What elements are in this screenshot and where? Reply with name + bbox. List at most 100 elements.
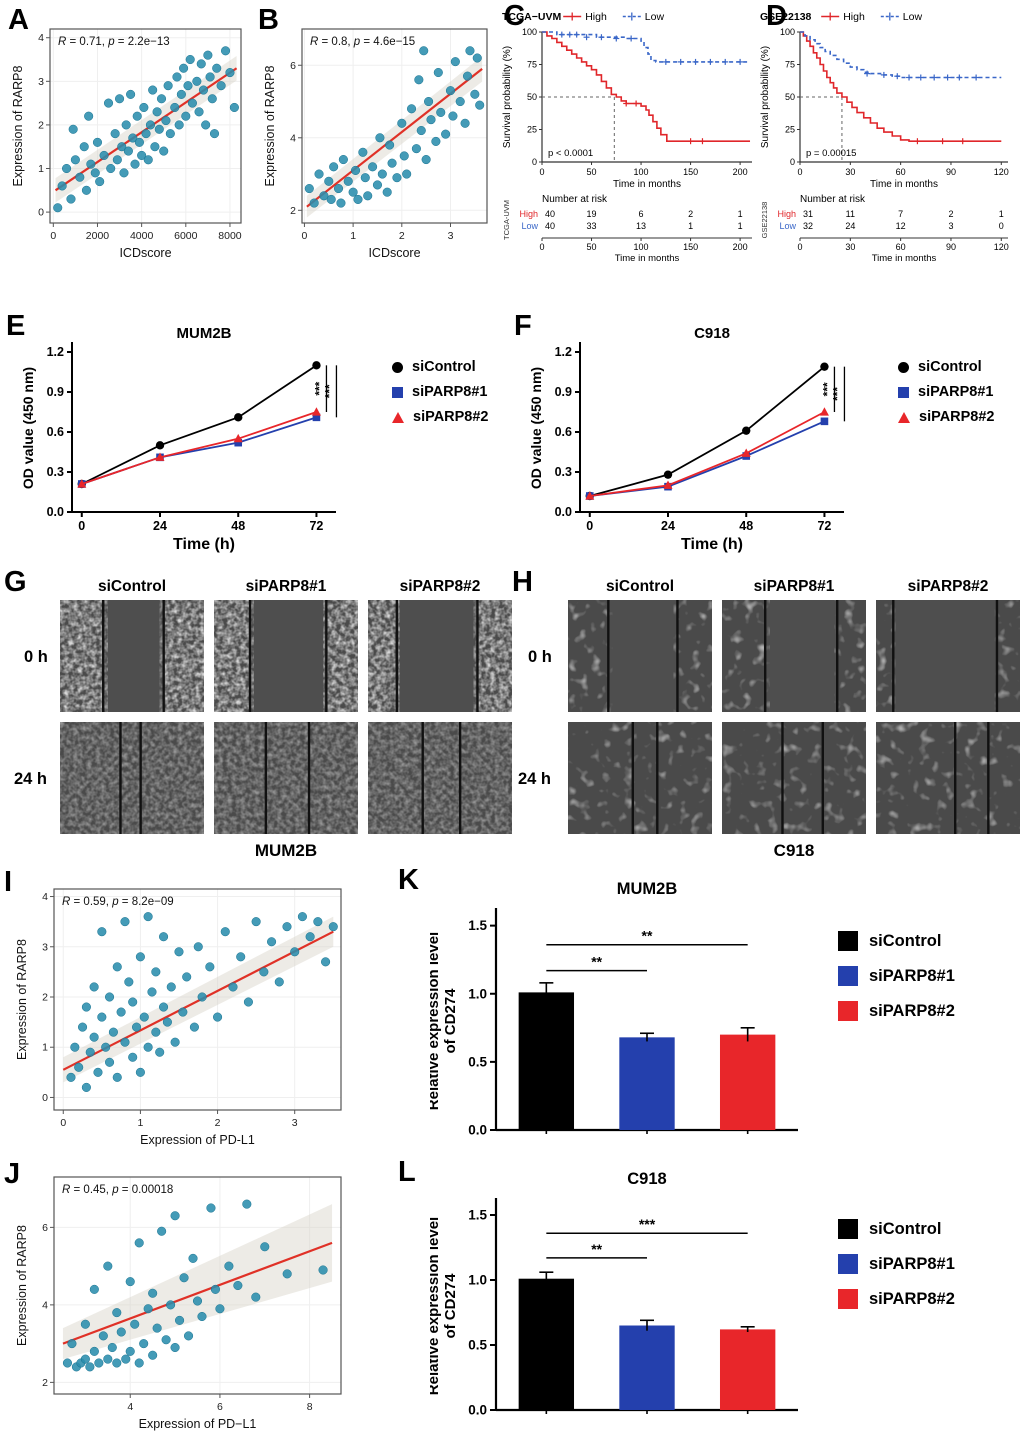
svg-text:11: 11 [846, 209, 855, 219]
legend-label: siPARP8#2 [869, 1289, 955, 1308]
svg-text:2: 2 [42, 1377, 48, 1389]
svg-text:R = 0.45, p = 0.00018: R = 0.45, p = 0.00018 [62, 1184, 173, 1196]
panel-label-l: L [398, 1156, 416, 1188]
svg-text:Time in months: Time in months [613, 179, 681, 190]
svg-text:0.6: 0.6 [555, 425, 572, 439]
svg-text:0: 0 [78, 519, 85, 533]
svg-text:0: 0 [42, 1092, 48, 1104]
svg-text:2: 2 [215, 1117, 221, 1129]
svg-text:4: 4 [42, 891, 48, 903]
triangle-marker-icon [392, 411, 404, 423]
svg-text:TCGA−UVM: TCGA−UVM [502, 11, 561, 23]
svg-text:0: 0 [50, 230, 56, 242]
svg-text:Survival probability (%): Survival probability (%) [760, 46, 771, 148]
svg-text:50: 50 [527, 92, 537, 102]
svg-text:Time in months: Time in months [615, 253, 680, 264]
svg-text:OD value (450 nm): OD value (450 nm) [528, 367, 544, 489]
svg-text:50: 50 [587, 242, 597, 252]
svg-text:72: 72 [817, 519, 831, 533]
svg-text:6000: 6000 [174, 230, 198, 242]
svg-text:200: 200 [733, 242, 748, 252]
legend-item: siPARP8#1 [392, 384, 518, 400]
legend-label: siPARP8#1 [412, 384, 488, 400]
svg-text:***: *** [830, 387, 844, 401]
svg-text:24: 24 [845, 221, 855, 231]
svg-text:2: 2 [948, 209, 953, 219]
svg-text:4: 4 [127, 1401, 133, 1413]
microscopy-image [568, 600, 712, 712]
svg-text:4: 4 [290, 132, 296, 144]
svg-text:Relative expression levelof CD: Relative expression levelof CD274 [430, 1217, 459, 1395]
svg-text:Relative expression levelof CD: Relative expression levelof CD274 [430, 932, 459, 1110]
svg-text:3: 3 [42, 941, 48, 953]
column-header-sicontrol: siControl [605, 578, 675, 595]
svg-text:0.0: 0.0 [468, 1123, 487, 1138]
svg-text:31: 31 [803, 209, 813, 219]
legend-item: siPARP8#1 [838, 966, 1008, 986]
svg-text:R = 0.71, p = 2.2e−13: R = 0.71, p = 2.2e−13 [58, 36, 170, 48]
legend-label: siControl [412, 359, 476, 375]
column-header-siparp8-1: siPARP8#1 [753, 578, 835, 595]
svg-text:1: 1 [738, 209, 743, 219]
svg-text:C918: C918 [694, 326, 730, 342]
scatter-plot-pdl1-rarp8-gse: 4 6 8 2 4 6 Expression of PD−L1 Expression of R… [14, 1168, 350, 1436]
svg-text:2: 2 [290, 205, 296, 217]
svg-text:***: *** [322, 384, 336, 398]
svg-text:0.5: 0.5 [468, 1054, 487, 1069]
svg-text:Time (h): Time (h) [173, 536, 235, 553]
svg-text:Low: Low [903, 11, 923, 23]
scatter-plot-icdscore-rarp8-gse: 0 1 2 3 2 4 6 ICDscore Expression of RARP8 R = 0.… [262, 20, 496, 265]
square-marker-icon [838, 966, 858, 986]
square-marker-icon [838, 1289, 858, 1309]
row-label-24h: 24 h [518, 770, 552, 788]
svg-text:0.6: 0.6 [47, 425, 64, 439]
legend-item: siPARP8#2 [392, 409, 518, 425]
panel-label-e: E [6, 310, 26, 342]
svg-text:1: 1 [738, 221, 743, 231]
svg-text:4: 4 [42, 1299, 48, 1311]
svg-text:1: 1 [38, 163, 44, 175]
svg-text:1.2: 1.2 [555, 345, 572, 359]
svg-text:50: 50 [587, 167, 597, 177]
square-marker-icon [392, 386, 403, 398]
svg-text:75: 75 [785, 60, 795, 70]
svg-text:40: 40 [545, 209, 555, 219]
svg-text:Low: Low [645, 11, 665, 23]
svg-text:Time in months: Time in months [872, 253, 937, 264]
svg-text:Number at risk: Number at risk [800, 194, 866, 205]
svg-text:Number at risk: Number at risk [542, 194, 608, 205]
microscopy-image [60, 600, 204, 712]
microscopy-image [214, 722, 358, 834]
svg-text:Low: Low [779, 221, 796, 231]
column-header-siparp8-1: siPARP8#1 [245, 578, 327, 595]
microscopy-image [214, 600, 358, 712]
km-curve-gse22138: GSE22138 High Low 0 25 50 75 100 0 30 60 90 120 Time … [758, 6, 1018, 272]
legend-item: siPARP8#2 [838, 1001, 1008, 1021]
svg-text:6: 6 [639, 209, 644, 219]
svg-text:0.9: 0.9 [555, 385, 572, 399]
legend-label: siControl [918, 359, 982, 375]
svg-text:8000: 8000 [218, 230, 242, 242]
svg-text:2: 2 [399, 230, 405, 242]
microscopy-image [568, 722, 712, 834]
svg-text:1: 1 [999, 209, 1004, 219]
svg-text:0.5: 0.5 [468, 1338, 487, 1353]
legend-bar-c918: siControl siPARP8#1 siPARP8#2 [838, 1204, 1008, 1324]
microscopy-image [722, 722, 866, 834]
legend-item: siPARP8#2 [898, 409, 1020, 425]
svg-text:MUM2B: MUM2B [177, 326, 232, 342]
panel-label-c: C [504, 0, 525, 32]
panel-label-j: J [4, 1158, 21, 1190]
svg-text:0.0: 0.0 [468, 1403, 487, 1418]
svg-text:48: 48 [739, 519, 753, 533]
svg-text:1.2: 1.2 [47, 345, 64, 359]
svg-text:3: 3 [38, 76, 44, 88]
svg-text:Expression of RARP8: Expression of RARP8 [15, 1225, 29, 1346]
svg-text:Expression of PD-L1: Expression of PD-L1 [140, 1133, 255, 1147]
svg-text:6: 6 [42, 1222, 48, 1234]
svg-text:0.3: 0.3 [555, 465, 572, 479]
legend-label: siPARP8#2 [919, 409, 995, 425]
microscopy-image [876, 600, 1020, 712]
column-header-siparp8-2: siPARP8#2 [399, 578, 481, 595]
svg-text:***: *** [639, 1216, 656, 1232]
